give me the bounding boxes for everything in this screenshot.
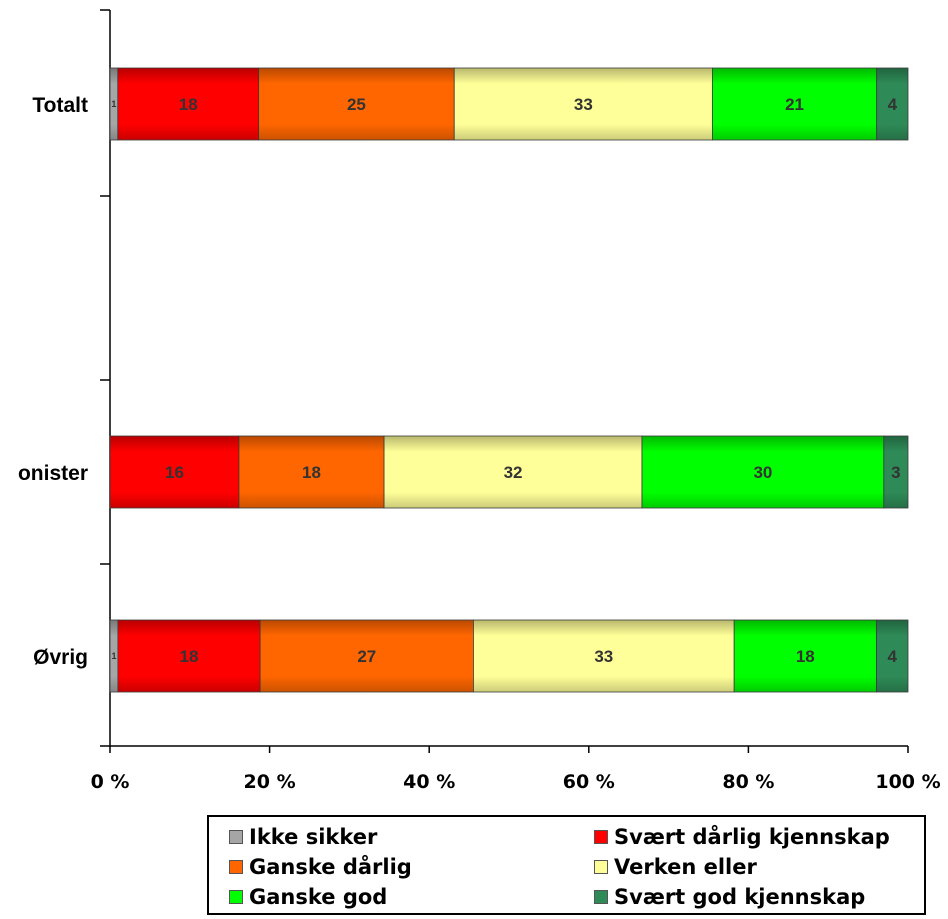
legend-label-3: Verken eller — [614, 855, 757, 879]
x-tick-label: 80 % — [722, 771, 774, 793]
data-label: 1 — [111, 651, 116, 661]
legend-item-5: Svært god kjennskap — [594, 885, 865, 909]
x-tick-label: 20 % — [244, 771, 296, 793]
legend-swatch-4 — [229, 890, 243, 904]
data-label: 16 — [165, 463, 184, 482]
x-tick-label: 100 % — [875, 771, 940, 793]
data-label: 1 — [111, 99, 116, 109]
legend-label-4: Ganske god — [249, 885, 388, 909]
data-label: 25 — [347, 95, 366, 114]
bars — [109, 67, 909, 693]
legend-item-0: Ikke sikker — [229, 825, 377, 849]
bar-segment — [876, 67, 909, 141]
bar-segment — [117, 67, 260, 141]
legend-item-3: Verken eller — [594, 855, 757, 879]
bar-segment — [109, 435, 240, 509]
bar-segment — [883, 435, 909, 509]
data-label: 33 — [574, 95, 593, 114]
data-label: 21 — [785, 95, 804, 114]
bar-segment — [641, 435, 885, 509]
data-label: 18 — [179, 95, 198, 114]
bar-segment — [258, 67, 455, 141]
x-tick-label: 0 % — [91, 771, 130, 793]
legend-label-0: Ikke sikker — [249, 825, 378, 849]
bar-segment — [733, 619, 877, 693]
bar-segment — [875, 619, 909, 693]
legend-swatch-0 — [229, 830, 243, 844]
legend-swatch-1 — [594, 830, 608, 844]
labels: Totalt onister Øvrig 1 18 25 33 21 4 16 18 32 30 3 1 18… — [18, 94, 901, 669]
legend-swatch-5 — [594, 890, 608, 904]
data-label: 30 — [753, 463, 772, 482]
bar-segment — [383, 435, 643, 509]
bar-segment — [238, 435, 385, 509]
category-label: Totalt — [32, 94, 88, 117]
data-label: 27 — [357, 647, 376, 666]
legend-label-2: Ganske dårlig — [249, 855, 412, 879]
data-label: 18 — [180, 647, 199, 666]
bar-segment — [117, 619, 261, 693]
legend-item-2: Ganske dårlig — [229, 855, 412, 879]
bar-segment — [473, 619, 735, 693]
axes: 0 % 20 % 40 % 60 % 80 % 100 % — [91, 9, 941, 793]
data-label: 3 — [891, 463, 900, 482]
data-label: 4 — [887, 647, 897, 666]
data-label: 18 — [302, 463, 321, 482]
bar-segment — [259, 619, 474, 693]
legend-item-4: Ganske god — [229, 885, 387, 909]
legend-label-1: Svært dårlig kjennskap — [614, 825, 890, 849]
legend-swatch-2 — [229, 860, 243, 874]
data-label: 33 — [594, 647, 613, 666]
data-label: 4 — [888, 95, 898, 114]
legend-swatch-3 — [594, 860, 608, 874]
bar-segment — [453, 67, 713, 141]
x-tick-label: 60 % — [563, 771, 615, 793]
x-tick-label: 40 % — [403, 771, 455, 793]
legend: Ikke sikker Svært dårlig kjennskap Gansk… — [207, 815, 926, 915]
category-label: Øvrig — [33, 646, 88, 669]
chart: 0 % 20 % 40 % 60 % 80 % 100 % Totalt onister Øv… — [18, 9, 941, 793]
category-label: onister — [18, 462, 88, 485]
legend-label-5: Svært god kjennskap — [614, 885, 866, 909]
bar-segment — [712, 67, 878, 141]
data-label: 18 — [796, 647, 815, 666]
data-label: 32 — [504, 463, 523, 482]
legend-item-1: Svært dårlig kjennskap — [594, 825, 890, 849]
